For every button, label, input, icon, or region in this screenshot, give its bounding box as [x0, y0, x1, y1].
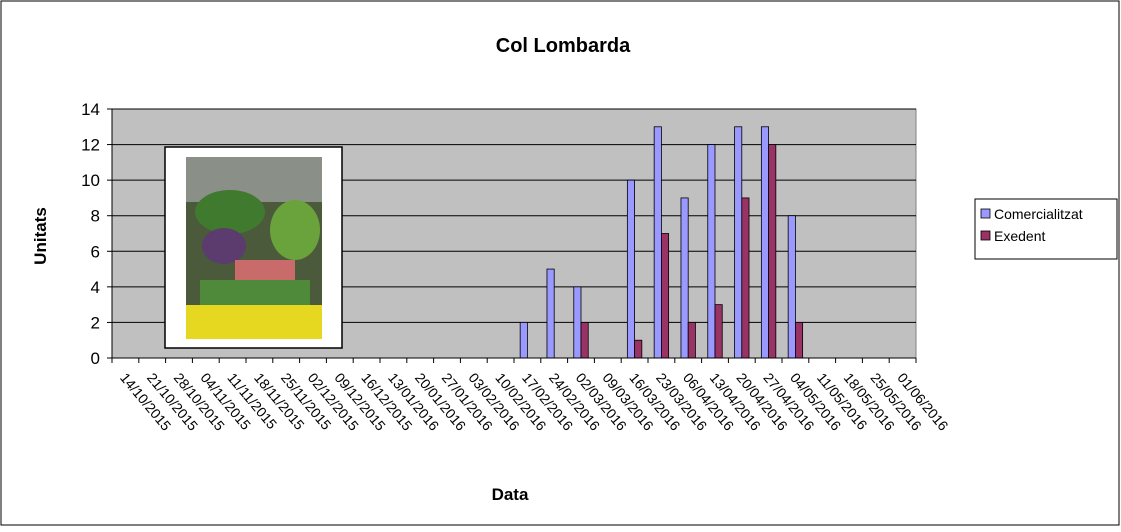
bar — [795, 322, 804, 359]
bar — [661, 233, 670, 359]
y-tick-label: 14 — [81, 100, 100, 119]
y-tick-label: 6 — [91, 242, 100, 261]
bar — [626, 179, 636, 359]
bar — [734, 126, 743, 359]
legend-swatch — [980, 208, 991, 219]
y-tick-label: 8 — [91, 207, 100, 226]
bar — [573, 286, 582, 359]
y-tick-label: 4 — [91, 278, 100, 297]
bar — [580, 322, 589, 359]
bar — [653, 126, 662, 359]
y-axis-label: Unitats — [31, 207, 50, 265]
bar — [546, 268, 555, 359]
y-tick-label: 2 — [91, 313, 100, 332]
legend-box — [974, 198, 1118, 260]
y-tick-label: 12 — [81, 136, 100, 155]
chart-title: Col Lombarda — [496, 35, 631, 57]
legend-label: Exedent — [994, 228, 1045, 244]
x-axis-label: Data — [492, 485, 529, 504]
bar — [687, 322, 696, 359]
legend-label: Comercialitzat — [994, 206, 1083, 222]
bar — [519, 322, 528, 359]
legend-swatch — [980, 230, 991, 241]
bar — [680, 197, 689, 359]
photo — [164, 146, 343, 349]
bar — [741, 197, 750, 359]
y-tick-label: 0 — [91, 349, 100, 368]
bar — [707, 144, 716, 359]
bar — [634, 339, 643, 359]
y-tick-label: 10 — [81, 171, 100, 190]
bar — [787, 215, 796, 359]
bar — [768, 144, 777, 359]
bar — [714, 304, 723, 359]
bar — [760, 126, 770, 359]
